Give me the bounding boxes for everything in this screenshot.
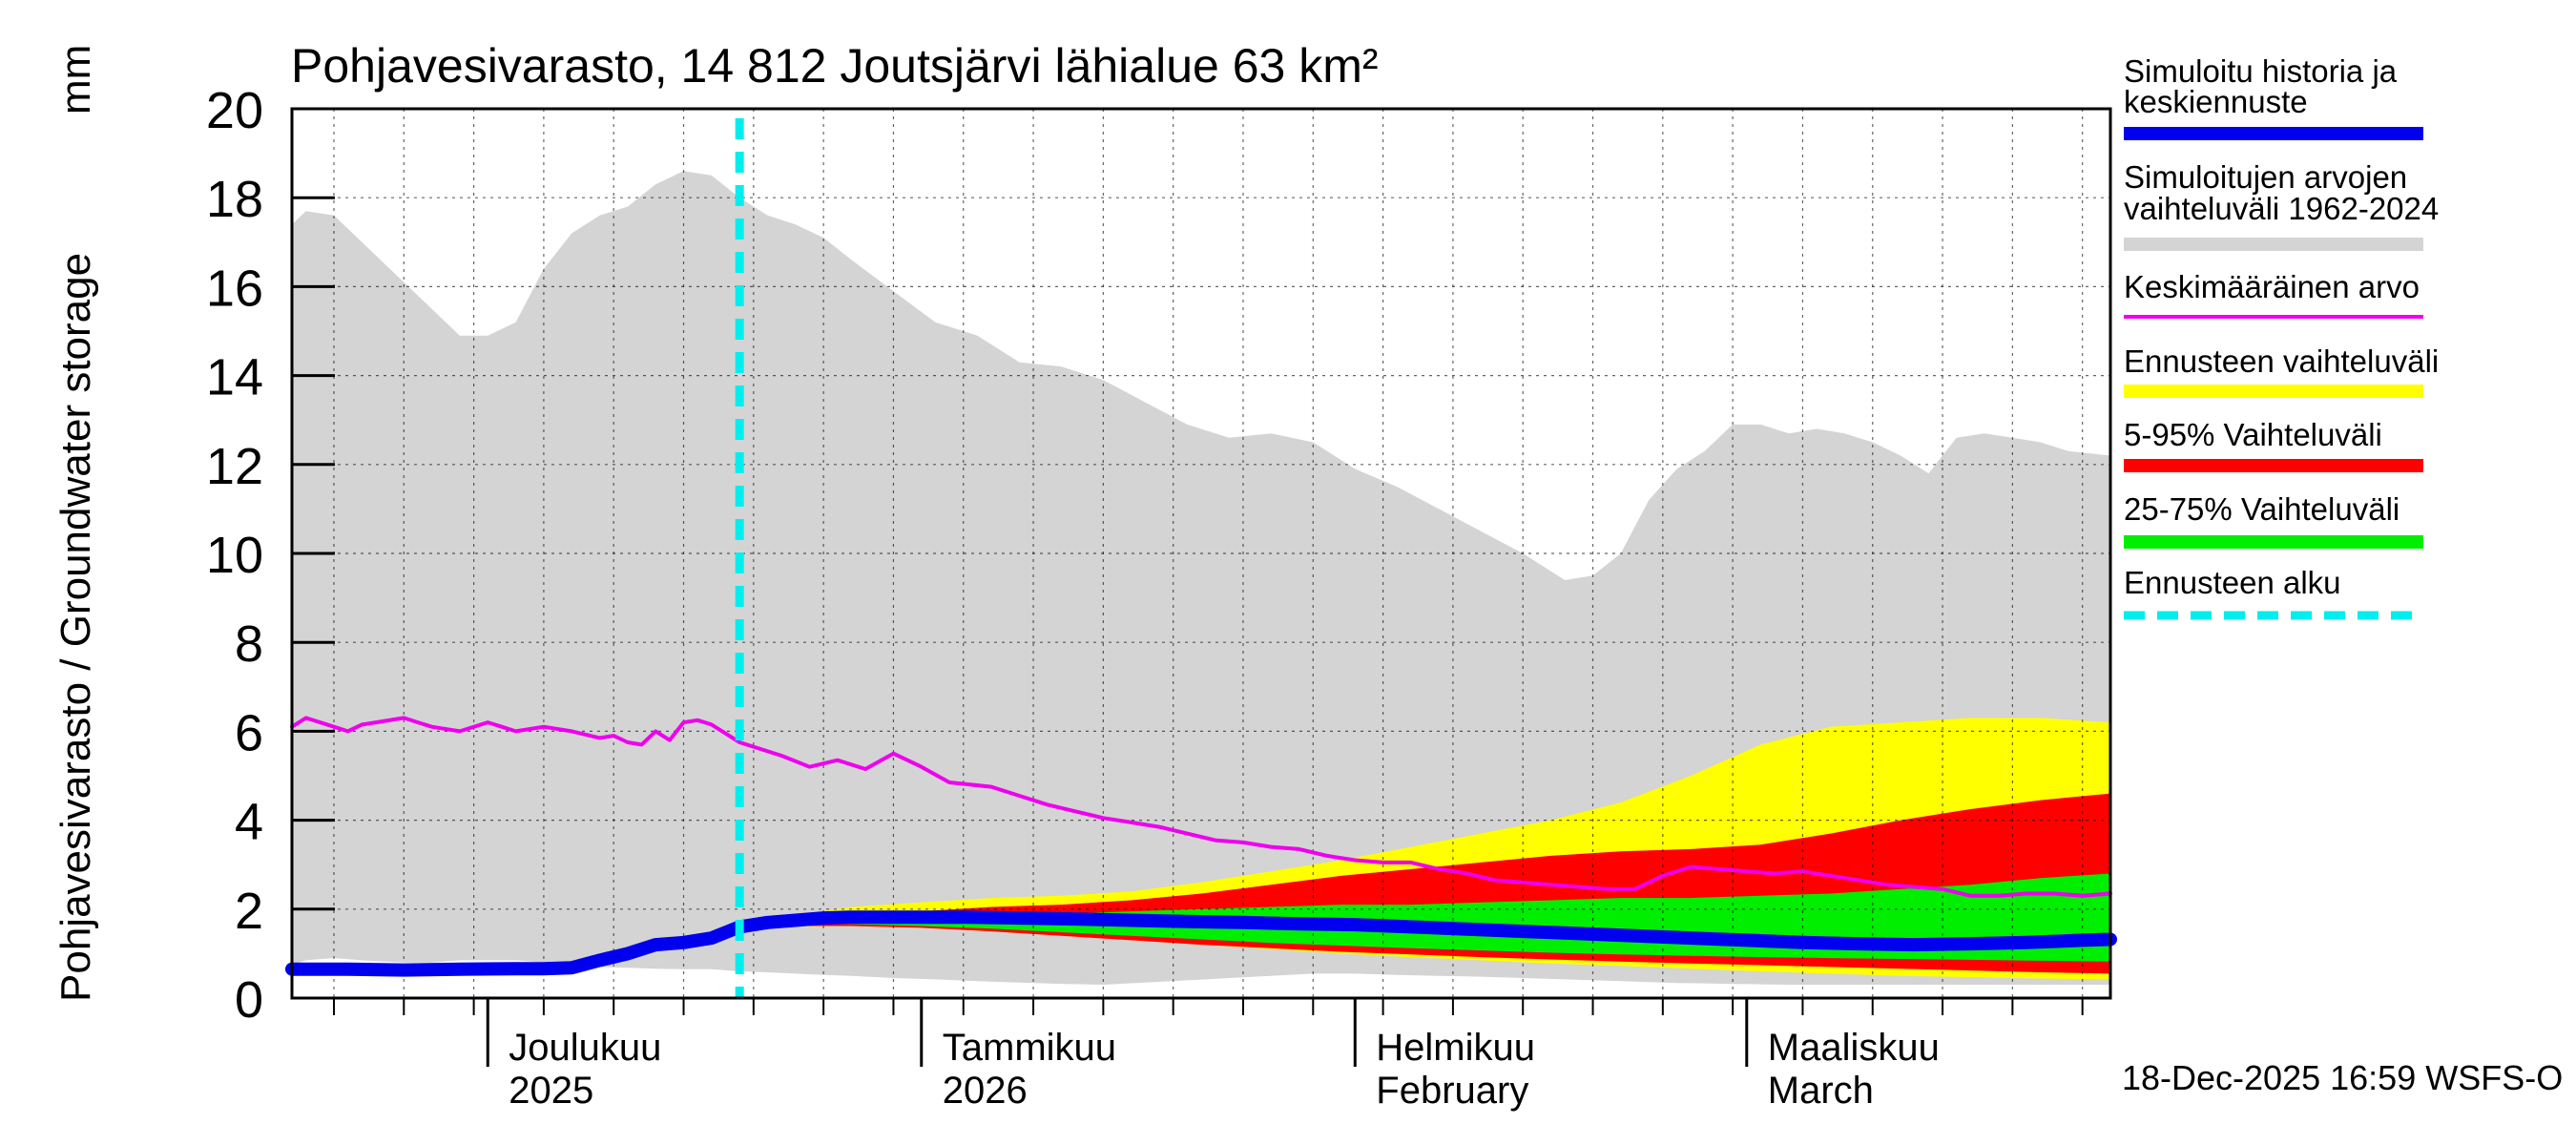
legend-item-5-95-vaihteluv-li: 5-95% Vaihteluväli bbox=[2124, 417, 2423, 472]
y-tick-label: 8 bbox=[235, 615, 263, 673]
legend-label: Simuloitu historia ja bbox=[2124, 53, 2398, 89]
x-month-sublabel: 2026 bbox=[943, 1070, 1028, 1112]
x-month-label: Tammikuu bbox=[943, 1027, 1116, 1069]
x-month-label: Joulukuu bbox=[509, 1027, 661, 1069]
legend-label: Ennusteen vaihteluväli bbox=[2124, 344, 2439, 379]
legend-item-ennusteen-vaihteluv-li: Ennusteen vaihteluväli bbox=[2124, 344, 2439, 398]
legend-label-line2: vaihteluväli 1962-2024 bbox=[2124, 191, 2439, 226]
y-tick-label: 6 bbox=[235, 704, 263, 761]
chart-title: Pohjavesivarasto, 14 812 Joutsjärvi lähi… bbox=[291, 39, 1379, 93]
footer-timestamp: 18-Dec-2025 16:59 WSFS-O bbox=[2122, 1058, 2563, 1097]
y-tick-label: 2 bbox=[235, 883, 263, 940]
legend-label-line2: keskiennuste bbox=[2124, 84, 2308, 119]
y-tick-label: 0 bbox=[235, 971, 263, 1029]
legend-label: 25-75% Vaihteluväli bbox=[2124, 491, 2399, 527]
legend-label: Ennusteen alku bbox=[2124, 565, 2341, 600]
y-tick-label: 14 bbox=[206, 349, 263, 406]
y-tick-label: 16 bbox=[206, 260, 263, 317]
y-tick-label: 12 bbox=[206, 438, 263, 495]
legend-item-25-75-vaihteluv-li: 25-75% Vaihteluväli bbox=[2124, 491, 2423, 549]
y-axis-label: Pohjavesivarasto / Groundwater storage bbox=[52, 253, 99, 1002]
x-month-label: Helmikuu bbox=[1376, 1027, 1535, 1069]
plot-area bbox=[285, 109, 2117, 998]
series-simuloitujen-arvojen-vaihteluv-li-1962-2024 bbox=[292, 171, 2110, 985]
y-axis-unit: mm bbox=[52, 45, 99, 114]
legend: Simuloitu historia jakeskiennusteSimuloi… bbox=[2124, 53, 2439, 620]
legend-label: Keskimääräinen arvo bbox=[2124, 269, 2420, 304]
series-simuloitu-historia-ja-keskiennuste bbox=[285, 910, 2117, 977]
y-tick-label: 4 bbox=[235, 794, 263, 851]
legend-label: Simuloitujen arvojen bbox=[2124, 159, 2407, 195]
y-tick-label: 20 bbox=[206, 82, 263, 139]
x-month-sublabel: 2025 bbox=[509, 1070, 593, 1112]
series-keskim-r-inen-arvo bbox=[290, 716, 2112, 898]
x-month-sublabel: February bbox=[1376, 1070, 1528, 1112]
legend-item-ennusteen-alku: Ennusteen alku bbox=[2124, 565, 2423, 620]
y-tick-label: 10 bbox=[206, 527, 263, 584]
x-month-sublabel: March bbox=[1768, 1070, 1874, 1112]
legend-item-keskim-r-inen-arvo: Keskimääräinen arvo bbox=[2124, 269, 2423, 319]
legend-label: 5-95% Vaihteluväli bbox=[2124, 417, 2382, 452]
y-tick-label: 18 bbox=[206, 171, 263, 228]
x-month-label: Maaliskuu bbox=[1768, 1027, 1940, 1069]
